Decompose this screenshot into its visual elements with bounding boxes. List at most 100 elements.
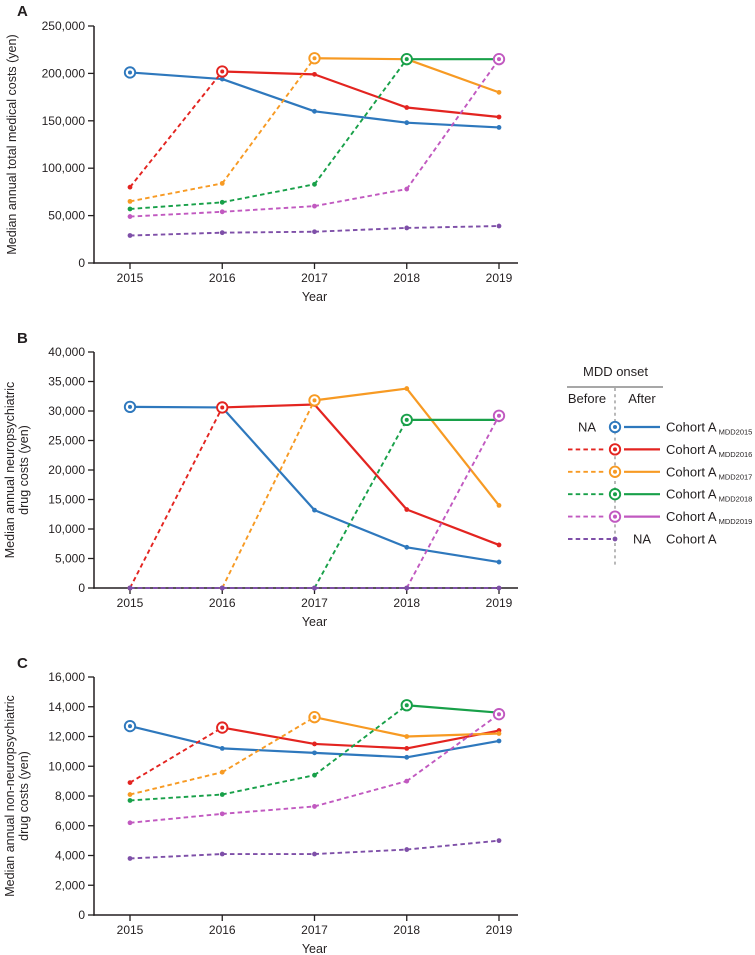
legend-row-na: NA Cohort A — [568, 532, 717, 547]
x-tick-label: 2018 — [393, 271, 420, 285]
onset-marker-dot — [312, 715, 317, 720]
data-point — [127, 198, 133, 204]
onset-marker-dot — [404, 417, 409, 422]
data-point — [219, 199, 225, 205]
x-tick-label: 2016 — [209, 271, 236, 285]
y-tick-label: 0 — [78, 256, 85, 270]
legend-col-before: Before — [568, 391, 606, 406]
series-na — [127, 838, 502, 861]
y-tick-label: 5,000 — [55, 552, 85, 566]
series-mdd2017 — [127, 386, 502, 591]
y-tick-label: 0 — [78, 908, 85, 922]
panel-letter: C — [17, 655, 28, 672]
legend-series-label: Cohort A MDD2019 — [666, 509, 752, 526]
y-tick-label: 200,000 — [42, 66, 86, 80]
y-tick-label: 30,000 — [48, 404, 85, 418]
data-point — [404, 105, 410, 110]
y-axis-title: Median annual non-neuropsychiatric — [3, 695, 17, 897]
series-na — [127, 585, 502, 591]
data-point — [404, 386, 410, 391]
data-point — [127, 820, 133, 826]
data-point — [496, 731, 502, 736]
data-point — [312, 181, 317, 187]
data-point — [312, 851, 317, 857]
series-mdd2019 — [127, 409, 506, 591]
data-point — [312, 741, 317, 747]
onset-marker-dot — [220, 69, 225, 74]
series-mdd2018 — [127, 53, 502, 212]
x-tick-label: 2015 — [117, 271, 144, 285]
data-point — [496, 125, 502, 130]
y-tick-label: 100,000 — [42, 161, 86, 175]
onset-marker-dot — [404, 703, 409, 708]
data-point — [312, 71, 317, 77]
y-tick-label: 150,000 — [42, 114, 86, 128]
legend-series-label: Cohort A — [666, 532, 717, 547]
legend-title: MDD onset — [583, 364, 648, 379]
y-axis-title: Median annual total medical costs (yen) — [5, 34, 19, 254]
y-tick-label: 40,000 — [48, 345, 85, 359]
data-point — [404, 507, 410, 512]
legend-na-before: NA — [578, 420, 596, 435]
y-tick-label: 10,000 — [48, 522, 85, 536]
x-axis-title: Year — [302, 615, 327, 629]
y-tick-label: 0 — [78, 581, 85, 595]
data-point — [219, 76, 225, 82]
data-point — [404, 585, 410, 591]
x-tick-label: 2017 — [301, 596, 328, 610]
axes: 0 5,000 10,000 15,000 20,000 25,000 30,000 35,0… — [3, 345, 518, 629]
data-point — [404, 778, 410, 784]
series-mdd2019 — [127, 708, 506, 826]
data-point — [219, 811, 225, 817]
data-point — [404, 734, 410, 739]
legend-row-mdd2016: Cohort A MDD2016 — [568, 442, 752, 459]
x-tick-label: 2019 — [486, 923, 513, 937]
y-axis-title: Median annual neuropsychiatric — [3, 382, 17, 559]
chart-panel-a: 0 50,000 100,000 150,000 200,000 250,000 2015 2… — [5, 3, 518, 304]
series-mdd2016 — [127, 65, 502, 190]
onset-marker-dot — [497, 57, 501, 62]
x-tick-label: 2019 — [486, 271, 513, 285]
chart-panel-b: 0 5,000 10,000 15,000 20,000 25,000 30,000 35,0… — [3, 330, 518, 629]
onset-marker-dot — [220, 725, 225, 730]
data-point — [127, 214, 133, 219]
x-tick-label: 2018 — [393, 923, 420, 937]
x-axis-title: Year — [302, 942, 327, 955]
y-tick-label: 4,000 — [55, 849, 85, 863]
x-tick-label: 2017 — [301, 923, 328, 937]
series-mdd2016 — [127, 401, 502, 591]
data-point — [404, 754, 410, 760]
data-point — [312, 507, 317, 513]
data-point — [312, 108, 317, 114]
legend-row-mdd2019: Cohort A MDD2019 — [568, 509, 752, 526]
data-point — [404, 847, 410, 852]
y-tick-label: 35,000 — [48, 375, 85, 389]
y-axis-title: drug costs (yen) — [17, 425, 31, 515]
data-point — [404, 746, 410, 751]
y-tick-label: 16,000 — [48, 670, 85, 684]
x-tick-label: 2017 — [301, 271, 328, 285]
chart-panel-c: 0 2,000 4,000 6,000 8,000 10,000 12,000 14,000 1… — [3, 655, 518, 955]
data-point — [219, 769, 225, 775]
data-point — [219, 180, 225, 186]
data-point — [404, 186, 410, 192]
data-point — [496, 223, 502, 229]
x-tick-label: 2019 — [486, 596, 513, 610]
y-tick-label: 6,000 — [55, 819, 85, 833]
data-point — [127, 780, 133, 786]
x-tick-label: 2016 — [209, 596, 236, 610]
series-mdd2015 — [123, 66, 502, 130]
data-point — [496, 559, 502, 565]
x-tick-label: 2016 — [209, 923, 236, 937]
data-point — [404, 120, 410, 126]
data-point — [496, 503, 502, 508]
data-point — [404, 225, 410, 231]
y-tick-label: 25,000 — [48, 434, 85, 448]
data-point — [404, 544, 410, 550]
axes: 0 50,000 100,000 150,000 200,000 250,000 2015 2… — [5, 19, 518, 304]
series-mdd2017 — [127, 52, 502, 204]
legend-series-label: Cohort A MDD2018 — [666, 487, 752, 504]
data-point — [127, 856, 133, 861]
series-mdd2015 — [123, 719, 502, 760]
y-tick-label: 20,000 — [48, 463, 85, 477]
